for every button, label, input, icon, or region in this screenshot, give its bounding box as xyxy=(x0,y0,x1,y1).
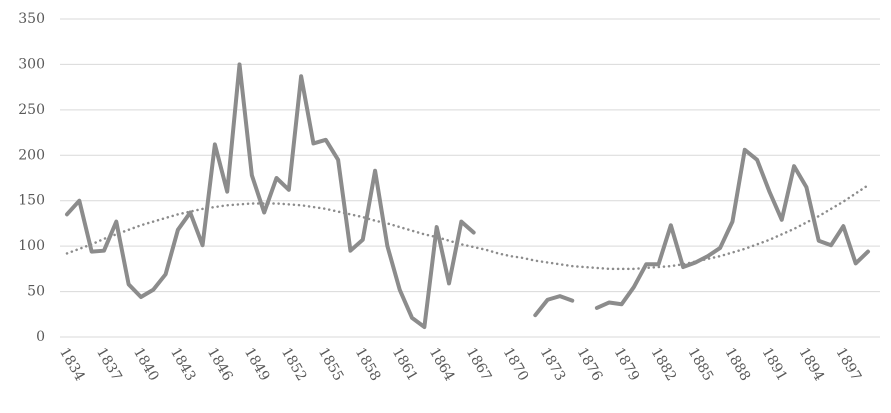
x-tick-label: 1849 xyxy=(241,345,273,384)
x-tick-label: 1843 xyxy=(167,345,199,384)
y-tick-label: 350 xyxy=(18,11,45,27)
x-tick-label: 1867 xyxy=(463,345,495,384)
x-tick-label: 1876 xyxy=(574,345,606,384)
x-tick-label: 1891 xyxy=(758,345,790,384)
y-tick-label: 0 xyxy=(36,329,45,345)
y-tick-label: 250 xyxy=(18,102,45,118)
x-tick-label: 1894 xyxy=(795,345,827,384)
x-tick-label: 1861 xyxy=(389,345,421,384)
y-tick-label: 200 xyxy=(18,147,45,163)
x-tick-label: 1864 xyxy=(426,345,458,384)
trend-line xyxy=(65,184,870,271)
y-tick-label: 150 xyxy=(18,193,45,209)
data-line xyxy=(65,62,870,330)
y-tick-label: 50 xyxy=(27,284,45,300)
x-tick-label: 1858 xyxy=(352,345,384,384)
x-tick-label: 1855 xyxy=(315,345,347,384)
x-tick-label: 1834 xyxy=(56,345,88,384)
x-tick-label: 1852 xyxy=(278,345,310,384)
y-tick-label: 100 xyxy=(18,238,45,254)
y-tick-label: 300 xyxy=(18,56,45,72)
x-tick-label: 1885 xyxy=(685,345,717,384)
x-tick-label: 1837 xyxy=(93,345,125,384)
x-tick-label: 1873 xyxy=(537,345,569,384)
x-tick-label: 1846 xyxy=(204,345,236,384)
x-tick-label: 1882 xyxy=(648,345,680,384)
x-tick-label: 1840 xyxy=(130,345,162,384)
x-tick-label: 1888 xyxy=(722,345,754,384)
x-tick-label: 1879 xyxy=(611,345,643,384)
x-tick-label: 1897 xyxy=(832,345,864,384)
x-tick-label: 1870 xyxy=(500,345,532,384)
